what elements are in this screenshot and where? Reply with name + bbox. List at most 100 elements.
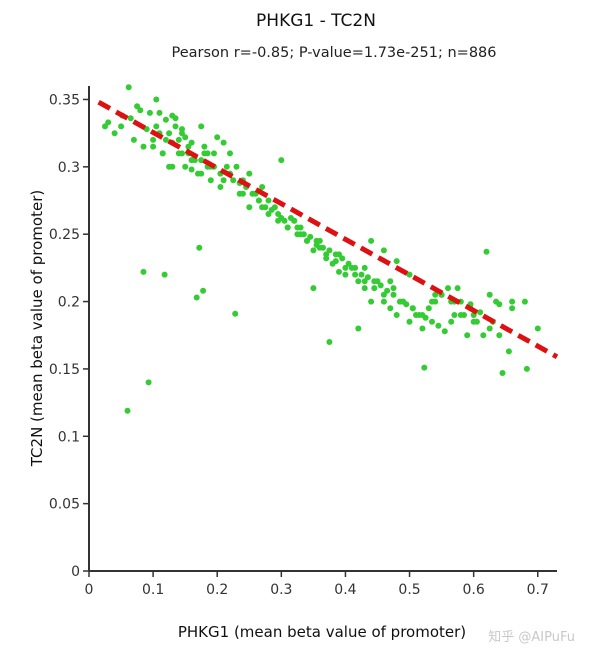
data-point	[156, 109, 163, 116]
data-point	[182, 163, 189, 170]
data-point	[207, 177, 214, 184]
data-point	[380, 247, 387, 254]
data-point	[509, 298, 516, 305]
data-point	[521, 298, 528, 305]
data-point	[124, 407, 131, 414]
data-point	[179, 130, 185, 137]
data-point	[239, 190, 246, 197]
data-point	[275, 217, 282, 224]
data-point	[153, 96, 160, 103]
data-point	[310, 285, 317, 292]
x-axis-ticks: 0 0.1 0.2 0.3 0.4 0.5 0.6 0.7	[85, 571, 549, 598]
data-point	[255, 197, 262, 204]
data-point	[380, 298, 387, 305]
data-point	[127, 115, 134, 122]
data-point	[271, 204, 278, 211]
data-point	[198, 157, 205, 164]
x-tick-label: 0.7	[527, 582, 549, 598]
y-axis-ticks: 0 0.05 0.1 0.15 0.2 0.25 0.3 0.35	[49, 92, 89, 580]
data-point	[193, 294, 200, 301]
y-axis-label: TC2N (mean beta value of promoter)	[28, 190, 46, 467]
data-point	[143, 126, 150, 133]
data-point	[294, 231, 301, 238]
data-point	[505, 348, 512, 355]
data-point	[441, 328, 448, 335]
data-point	[130, 136, 137, 143]
data-point	[380, 291, 387, 298]
x-tick-label: 0.2	[206, 582, 228, 598]
x-tick-label: 0.3	[270, 582, 292, 598]
data-point	[153, 123, 160, 130]
data-point	[348, 264, 355, 271]
data-point	[377, 282, 384, 289]
data-point	[105, 119, 112, 126]
data-point	[102, 123, 108, 130]
x-tick-label: 0.4	[334, 582, 356, 598]
data-point	[454, 285, 461, 292]
data-point	[326, 247, 333, 254]
data-point	[291, 217, 298, 224]
data-point	[406, 271, 413, 278]
data-point	[297, 224, 304, 231]
data-point	[145, 379, 152, 386]
data-point	[457, 312, 464, 318]
data-point	[534, 325, 541, 332]
data-point	[150, 136, 157, 143]
data-point	[146, 109, 153, 116]
data-point	[400, 298, 407, 305]
data-point	[374, 278, 381, 285]
y-tick-label: 0.05	[49, 497, 80, 513]
data-point	[179, 150, 185, 157]
data-point	[175, 136, 182, 143]
data-point	[384, 287, 391, 294]
data-point	[406, 318, 413, 325]
data-point	[246, 204, 253, 211]
data-point	[162, 136, 169, 143]
data-point	[284, 224, 291, 231]
data-point	[304, 237, 310, 244]
regression-fit-line	[97, 99, 559, 359]
data-point	[477, 309, 484, 316]
data-point	[307, 233, 314, 240]
data-point	[259, 184, 266, 190]
watermark-text: 知乎 @AIPuFu	[488, 629, 575, 645]
data-point	[179, 126, 185, 133]
data-point	[211, 150, 217, 157]
points-layer	[102, 84, 541, 414]
data-point	[265, 197, 272, 204]
data-point	[196, 244, 203, 251]
data-point	[140, 143, 147, 150]
data-point	[361, 264, 368, 271]
y-tick-label: 0.15	[49, 362, 80, 378]
data-point	[421, 364, 428, 371]
data-point	[390, 285, 397, 292]
data-point	[332, 258, 339, 265]
x-tick-label: 0.6	[463, 582, 485, 598]
data-point	[464, 332, 471, 339]
data-point	[310, 247, 317, 254]
chart-title: PHKG1 - TC2N	[256, 11, 376, 31]
data-point	[419, 325, 426, 332]
data-point	[435, 322, 442, 329]
data-point	[429, 298, 435, 305]
data-point	[445, 285, 451, 292]
data-point	[275, 211, 282, 217]
data-point	[140, 268, 147, 275]
data-point	[339, 255, 346, 262]
data-point	[361, 278, 368, 285]
data-point	[371, 285, 378, 292]
data-point	[432, 291, 439, 298]
data-point	[159, 150, 166, 157]
data-point	[486, 325, 493, 332]
data-point	[336, 251, 342, 258]
data-point	[368, 237, 375, 244]
data-point	[166, 130, 173, 137]
y-tick-label: 0.2	[58, 295, 80, 311]
data-point	[409, 305, 416, 312]
data-point	[393, 312, 400, 318]
data-point	[361, 285, 368, 292]
y-tick-label: 0.35	[49, 92, 80, 108]
data-point	[523, 365, 530, 372]
data-point	[217, 184, 224, 190]
data-point	[393, 258, 400, 265]
